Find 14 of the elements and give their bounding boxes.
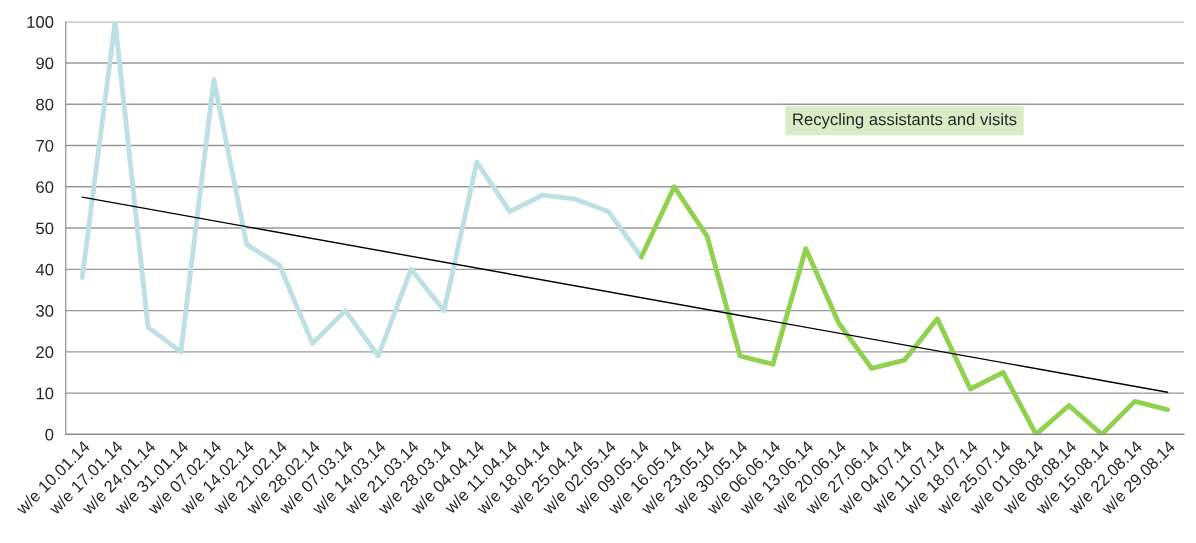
y-tick-label: 30 (36, 305, 54, 317)
y-tick-label: 50 (36, 222, 54, 235)
y-tick-label: 90 (36, 57, 54, 70)
y-tick-label: 60 (36, 181, 54, 193)
y-tick-label: 40 (35, 263, 54, 276)
line-series (79, 21, 644, 359)
annotation: Recycling assistants and visits (793, 112, 1017, 129)
y-tick-label: 70 (36, 139, 54, 152)
y-tick-label: 100 (27, 16, 54, 28)
y-tick-label: 80 (36, 98, 54, 111)
y-tick-label: 0 (45, 428, 54, 441)
y-tick-label: 20 (36, 346, 54, 359)
y-tick-label: 10 (36, 387, 54, 400)
line-series (638, 184, 1171, 435)
